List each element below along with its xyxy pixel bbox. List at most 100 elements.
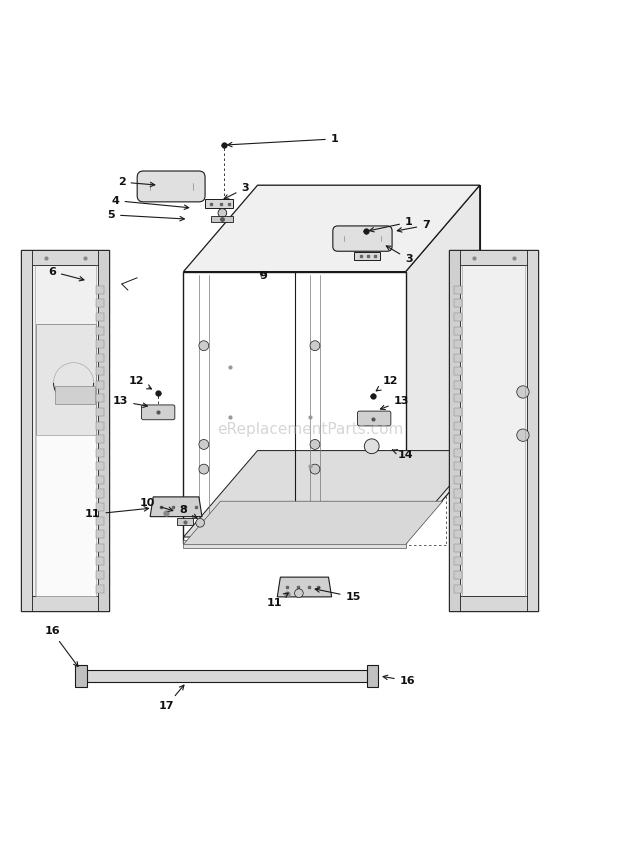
Bar	[454, 327, 463, 335]
Polygon shape	[449, 595, 538, 611]
Bar	[454, 558, 463, 565]
Bar	[454, 435, 463, 444]
Text: 15: 15	[315, 588, 361, 601]
Polygon shape	[150, 497, 202, 517]
Circle shape	[516, 386, 529, 398]
Circle shape	[310, 464, 320, 474]
Polygon shape	[211, 216, 233, 221]
Bar	[454, 340, 463, 348]
Text: 16: 16	[383, 675, 415, 686]
Polygon shape	[36, 324, 96, 435]
Text: 8: 8	[180, 505, 197, 518]
Polygon shape	[177, 518, 193, 525]
FancyBboxPatch shape	[141, 405, 175, 420]
Polygon shape	[76, 665, 87, 687]
Polygon shape	[449, 250, 460, 611]
Text: 1: 1	[370, 217, 413, 232]
Bar	[454, 584, 463, 593]
Polygon shape	[184, 185, 480, 272]
Circle shape	[199, 464, 209, 474]
Bar	[454, 408, 463, 416]
Bar	[454, 299, 463, 307]
Bar	[454, 353, 463, 362]
Bar	[454, 571, 463, 579]
Polygon shape	[449, 250, 538, 611]
Bar	[454, 381, 463, 389]
Bar	[96, 327, 104, 335]
Bar	[96, 435, 104, 444]
Bar	[454, 462, 463, 470]
FancyBboxPatch shape	[137, 171, 205, 202]
Bar	[454, 544, 463, 552]
Bar	[96, 489, 104, 498]
Bar	[96, 476, 104, 484]
Circle shape	[294, 589, 303, 597]
Bar	[96, 353, 104, 362]
Bar	[454, 449, 463, 456]
Polygon shape	[405, 185, 480, 543]
Text: 1: 1	[228, 134, 339, 147]
Circle shape	[196, 518, 205, 527]
Text: 14: 14	[392, 450, 414, 460]
Bar	[454, 367, 463, 375]
Polygon shape	[367, 665, 378, 687]
Polygon shape	[82, 670, 372, 682]
Bar	[96, 558, 104, 565]
Polygon shape	[21, 250, 109, 611]
Polygon shape	[21, 250, 109, 265]
Circle shape	[199, 439, 209, 450]
Bar	[96, 367, 104, 375]
Circle shape	[310, 341, 320, 351]
Bar	[96, 395, 104, 402]
Circle shape	[516, 429, 529, 441]
Polygon shape	[184, 540, 405, 548]
Text: 3: 3	[224, 184, 249, 199]
Bar	[454, 395, 463, 402]
Text: 10: 10	[140, 498, 173, 511]
Text: 11: 11	[267, 593, 288, 608]
Text: 3: 3	[386, 246, 412, 264]
Bar	[454, 421, 463, 430]
Text: 13: 13	[381, 396, 409, 409]
Bar	[96, 544, 104, 552]
Text: 2: 2	[118, 177, 155, 187]
Bar	[96, 503, 104, 511]
Polygon shape	[184, 272, 405, 543]
Text: 17: 17	[159, 686, 184, 710]
Bar	[96, 421, 104, 430]
Bar	[96, 313, 104, 321]
Bar	[96, 517, 104, 525]
Polygon shape	[355, 252, 380, 260]
Polygon shape	[449, 250, 538, 265]
Text: 13: 13	[113, 396, 148, 408]
Text: 7: 7	[397, 221, 430, 233]
Polygon shape	[21, 595, 109, 611]
Bar	[96, 584, 104, 593]
Text: 16: 16	[44, 626, 78, 667]
Text: 6: 6	[48, 267, 84, 281]
Text: 12: 12	[128, 376, 151, 389]
Text: 9: 9	[260, 271, 268, 281]
Polygon shape	[21, 250, 32, 611]
Bar	[454, 476, 463, 484]
Polygon shape	[190, 476, 444, 528]
Bar	[454, 489, 463, 498]
Bar	[454, 286, 463, 293]
Bar	[96, 381, 104, 389]
Bar	[454, 517, 463, 525]
Bar	[96, 408, 104, 416]
Text: eReplacementParts.com: eReplacementParts.com	[217, 421, 403, 437]
Bar	[96, 449, 104, 456]
Polygon shape	[36, 435, 96, 595]
Bar	[96, 462, 104, 470]
Text: 5: 5	[107, 210, 184, 221]
Circle shape	[218, 208, 227, 217]
Text: 11: 11	[85, 507, 149, 519]
Text: 4: 4	[112, 196, 188, 209]
Polygon shape	[184, 501, 443, 545]
Bar	[96, 530, 104, 538]
Polygon shape	[527, 250, 538, 611]
Text: 12: 12	[376, 376, 398, 391]
Polygon shape	[99, 250, 109, 611]
Polygon shape	[257, 185, 480, 456]
